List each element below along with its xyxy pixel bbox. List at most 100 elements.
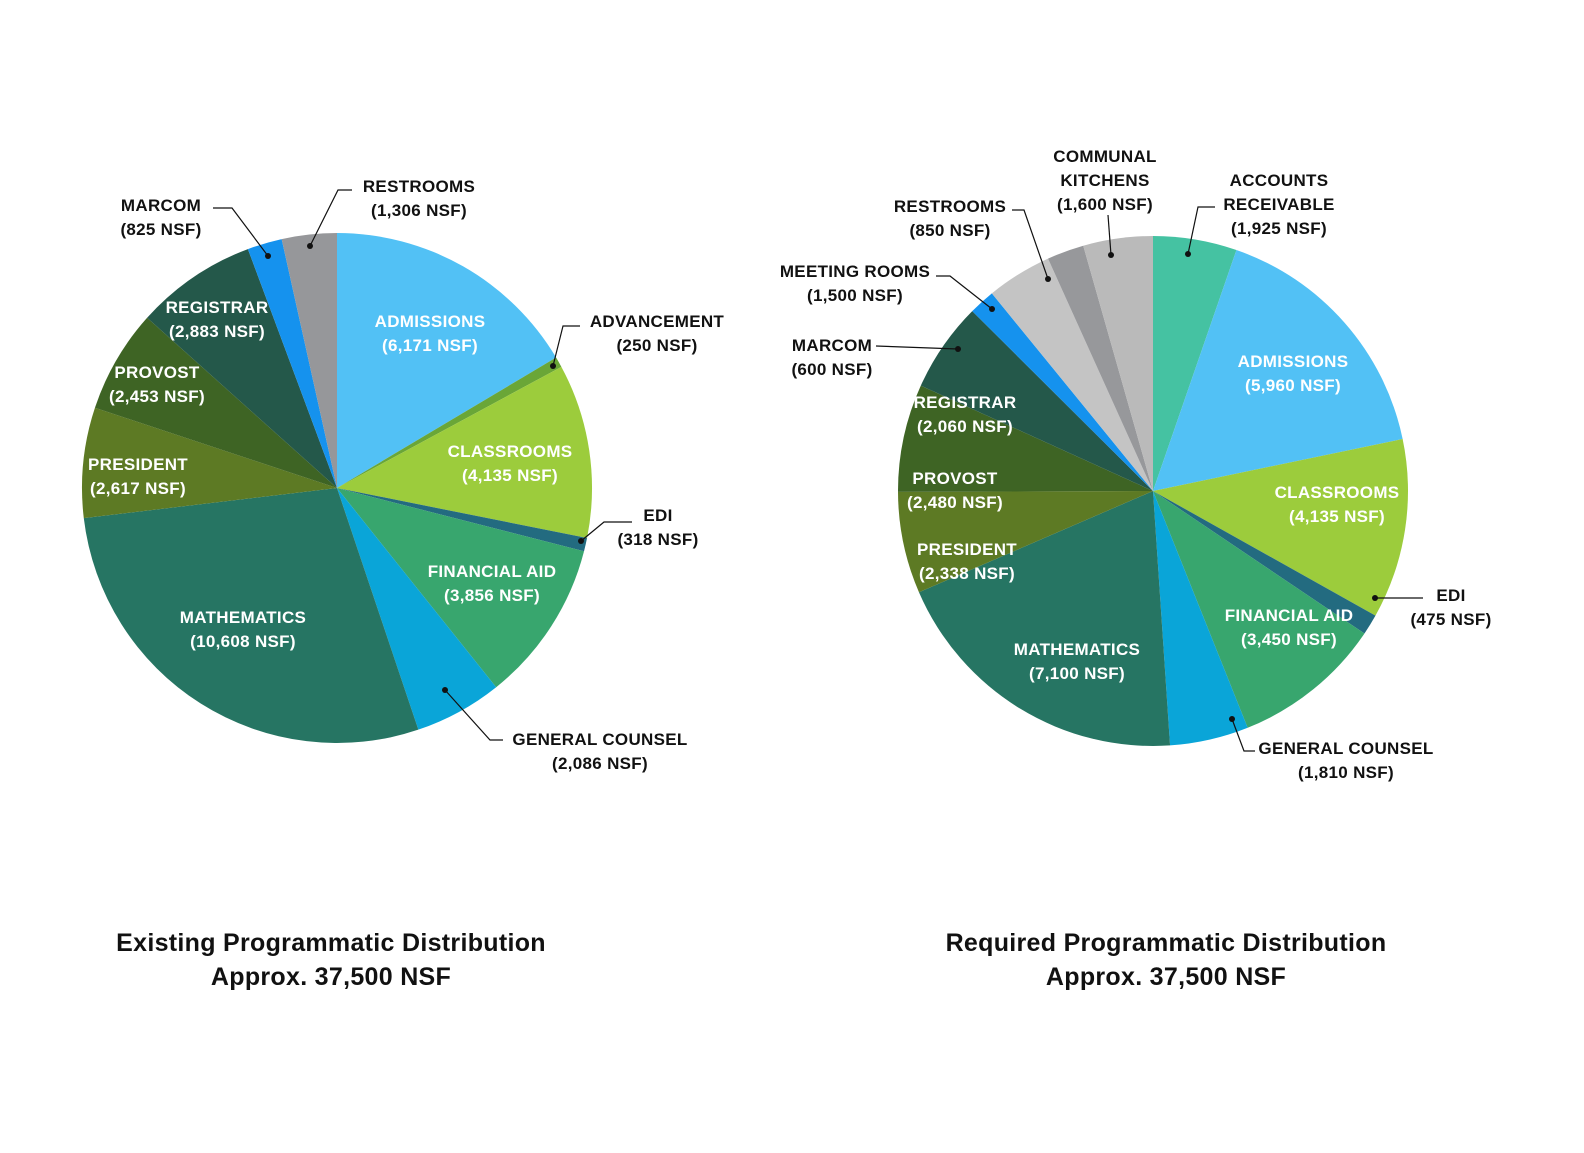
leader-dot [265, 253, 271, 259]
category-label: PRESIDENT [88, 455, 188, 474]
value-label: (2,086 NSF) [552, 754, 648, 773]
pie-slice [247, 239, 337, 488]
slice-label: EDI (318 NSF) [508, 504, 808, 552]
slice-label: PROVOST (2,453 NSF) [7, 361, 307, 409]
pie-slice [82, 407, 338, 519]
chart-subtitle: Approx. 37,500 NSF [1045, 963, 1287, 991]
value-label: (4,135 NSF) [1289, 507, 1385, 526]
value-label: (2,060 NSF) [917, 417, 1013, 436]
pie-slice [1083, 236, 1153, 491]
pie-slice [337, 366, 593, 539]
value-label: (825 NSF) [120, 220, 202, 239]
category-label: ADVANCEMENT [589, 312, 725, 331]
value-label: (2,480 NSF) [907, 493, 1003, 512]
category-label: FINANCIAL AID [427, 562, 557, 581]
pie-slice [337, 233, 557, 488]
slice-label: GENERAL COUNSEL (2,086 NSF) [450, 728, 750, 776]
slice-label: ADMISSIONS (6,171 NSF) [280, 310, 580, 358]
category-label: ACCOUNTS RECEIVABLE [1223, 171, 1335, 214]
value-label: (1,306 NSF) [371, 201, 467, 220]
slice-label: REGISTRAR (2,883 NSF) [67, 296, 367, 344]
value-label: (1,600 NSF) [1057, 195, 1153, 214]
category-label: MEETING ROOMS [779, 262, 931, 281]
pie-slice [920, 311, 1153, 491]
leader-line [1187, 206, 1215, 255]
category-label: RESTROOMS [893, 197, 1007, 216]
value-label: (3,450 NSF) [1241, 630, 1337, 649]
value-label: (7,100 NSF) [1029, 664, 1125, 683]
chart-subtitle: Approx. 37,500 NSF [210, 963, 452, 991]
slice-label: RESTROOMS (1,306 NSF) [269, 175, 569, 223]
slice-label: COMMUNAL KITCHENS (1,600 NSF) [955, 145, 1255, 217]
value-label: (1,500 NSF) [807, 286, 903, 305]
pie-slice [898, 491, 1153, 593]
pie-slice [337, 357, 562, 488]
value-label: (10,608 NSF) [190, 632, 296, 651]
slice-label: ADMISSIONS (5,960 NSF) [1143, 350, 1443, 398]
slice-label: CLASSROOMS (4,135 NSF) [360, 440, 660, 488]
pie-slice [337, 488, 585, 688]
value-label: (250 NSF) [616, 336, 698, 355]
value-label: (6,171 NSF) [382, 336, 478, 355]
value-label: (2,617 NSF) [90, 479, 186, 498]
slice-label: CLASSROOMS (4,135 NSF) [1187, 481, 1487, 529]
leader-line [552, 325, 580, 367]
slice-label: FINANCIAL AID (3,450 NSF) [1139, 604, 1439, 652]
category-label: EDI [1436, 586, 1466, 605]
leader-line [936, 275, 993, 310]
leader-dot [442, 687, 448, 693]
category-label: GENERAL COUNSEL [512, 730, 688, 749]
slice-label: MARCOM (825 NSF) [11, 194, 311, 242]
pie-slice [991, 258, 1153, 491]
category-label: CLASSROOMS [447, 442, 573, 461]
value-label: (2,453 NSF) [109, 387, 205, 406]
slice-label: RESTROOMS (850 NSF) [800, 195, 1100, 243]
pie-slice [1153, 439, 1408, 616]
leader-line [309, 189, 352, 247]
leader-dot [1185, 251, 1191, 257]
category-label: ADMISSIONS [374, 312, 486, 331]
leader-dot [578, 538, 584, 544]
pie-slice [83, 488, 419, 743]
category-label: ADMISSIONS [1237, 352, 1349, 371]
pie-slice [898, 385, 1153, 492]
leader-line [213, 207, 269, 257]
category-label: FINANCIAL AID [1224, 606, 1354, 625]
leader-line [1231, 718, 1255, 752]
leader-dot [1372, 595, 1378, 601]
slice-label: ADVANCEMENT (250 NSF) [507, 310, 807, 358]
chart-title: Existing Programmatic Distribution [116, 929, 546, 957]
pie-slice [281, 233, 337, 488]
pie-slice [1153, 250, 1403, 491]
leader-dot [955, 346, 961, 352]
category-label: GENERAL COUNSEL [1258, 739, 1434, 758]
pie-slice [1153, 491, 1365, 728]
value-label: (318 NSF) [617, 530, 699, 549]
slice-label: PRESIDENT (2,338 NSF) [817, 538, 1117, 586]
value-label: (1,810 NSF) [1298, 763, 1394, 782]
pie-slice [1048, 245, 1153, 491]
pie-slice [337, 488, 497, 730]
leader-dot [1045, 276, 1051, 282]
slice-label: PRESIDENT (2,617 NSF) [0, 453, 288, 501]
leader-line [875, 345, 959, 350]
slice-label: ACCOUNTS RECEIVABLE (1,925 NSF) [1129, 169, 1429, 241]
category-label: MATHEMATICS [179, 608, 307, 627]
leader-dot [1229, 716, 1235, 722]
slice-label: MEETING ROOMS (1,500 NSF) [705, 260, 1005, 308]
value-label: (475 NSF) [1410, 610, 1492, 629]
slice-label: EDI (475 NSF) [1301, 584, 1584, 632]
value-label: (600 NSF) [791, 360, 873, 379]
pie-slice [337, 488, 588, 552]
pie-slice [972, 293, 1153, 491]
leader-dot [550, 363, 556, 369]
slice-label: FINANCIAL AID (3,856 NSF) [342, 560, 642, 608]
chart-title: Required Programmatic Distribution [945, 929, 1387, 957]
leader-dot [1108, 252, 1114, 258]
pie-slice [1153, 491, 1248, 746]
category-label: EDI [643, 506, 673, 525]
category-label: CLASSROOMS [1274, 483, 1400, 502]
leader-dot [989, 306, 995, 312]
